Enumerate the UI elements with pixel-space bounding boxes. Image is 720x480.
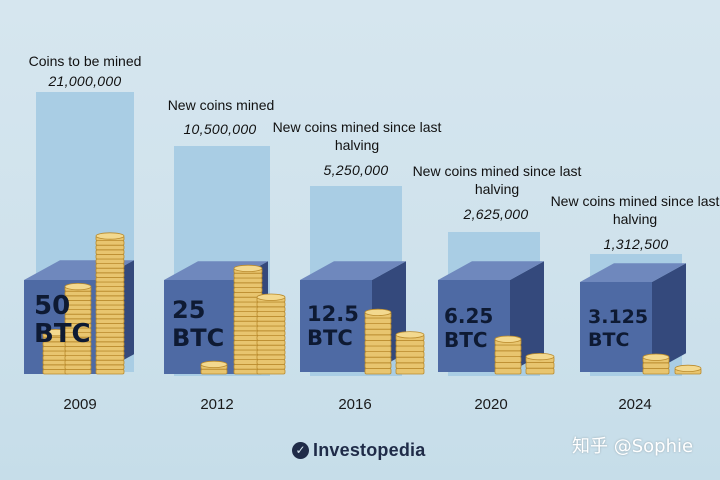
investopedia-logo-icon: ✓ (292, 442, 309, 459)
reward-unit-2012: BTC (172, 324, 225, 352)
era-title-2016: New coins mined since last halving (272, 119, 442, 153)
brand-name: Investopedia (313, 440, 426, 460)
era-value-2020: 2,625,000 (463, 206, 529, 222)
era-title-2012: New coins mined (167, 97, 275, 113)
reward-amount-2024: 3.125 (588, 306, 649, 328)
watermark: 知乎 @Sophie (572, 436, 694, 457)
year-2024: 2024 (618, 396, 652, 413)
reward-amount-2009: 50 (34, 291, 71, 321)
year-2012: 2012 (200, 396, 234, 413)
reward-amount-2020: 6.25 (444, 304, 494, 328)
reward-unit-2016: BTC (307, 326, 353, 350)
brand-logo: ✓ Investopedia (292, 440, 425, 461)
era-title-2009: Coins to be mined (28, 53, 142, 69)
era-value-2016: 5,250,000 (323, 162, 389, 178)
era-value-2024: 1,312,500 (603, 236, 669, 252)
year-2016: 2016 (338, 396, 372, 413)
year-2009: 2009 (63, 396, 97, 413)
era-title-2024: New coins mined since last halving (550, 193, 720, 227)
reward-2016: 12.5 BTC (307, 302, 359, 350)
reward-2012: 25 BTC (172, 296, 224, 352)
reward-amount-2012: 25 (172, 296, 206, 324)
reward-unit-2024: BTC (588, 329, 630, 351)
reward-2024: 3.125 BTC (588, 306, 648, 352)
era-value-2012: 10,500,000 (183, 121, 257, 137)
reward-unit-2009: BTC (34, 319, 91, 349)
reward-amount-2016: 12.5 (307, 302, 359, 326)
year-2020: 2020 (474, 396, 508, 413)
reward-2009: 50 BTC (34, 292, 91, 348)
reward-2020: 6.25 BTC (444, 304, 493, 352)
reward-unit-2020: BTC (444, 328, 488, 352)
era-title-2020: New coins mined since last halving (412, 163, 582, 197)
era-value-2009: 21,000,000 (48, 73, 122, 89)
